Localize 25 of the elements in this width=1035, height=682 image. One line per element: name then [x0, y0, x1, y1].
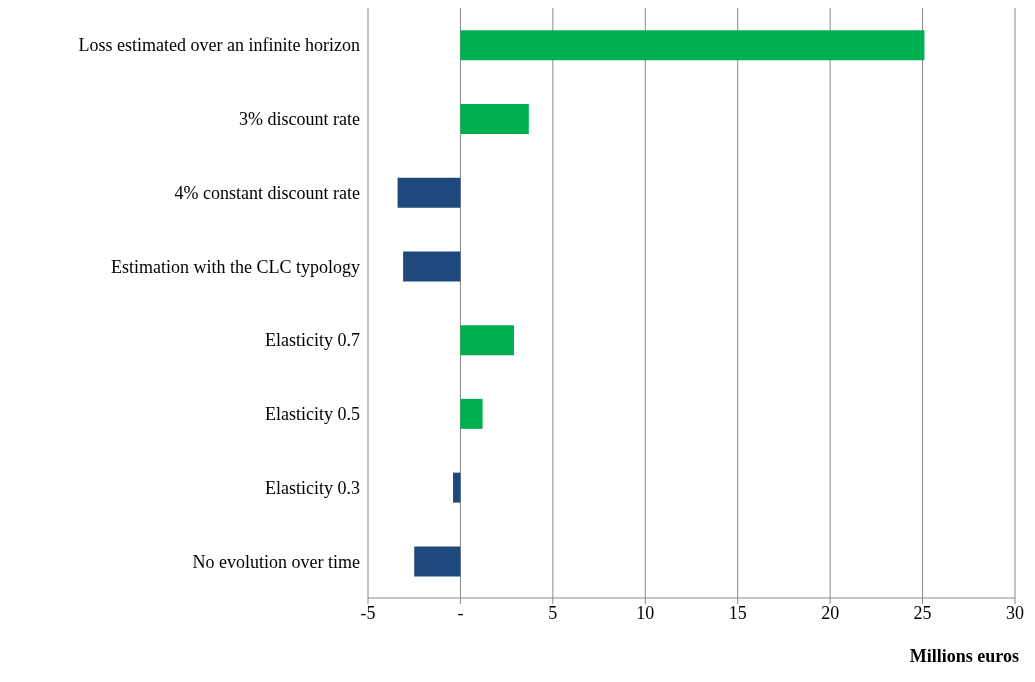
- bar: [403, 251, 461, 282]
- x-tick-label: 20: [821, 602, 840, 623]
- x-axis-title: Millions euros: [909, 646, 1019, 667]
- x-tick-label: 30: [1006, 602, 1024, 623]
- y-tick-label: Loss estimated over an infinite horizon: [78, 35, 360, 56]
- y-tick-label: Elasticity 0.5: [265, 404, 360, 425]
- x-tick-label: -5: [360, 602, 376, 623]
- y-tick-label: No evolution over time: [192, 551, 361, 572]
- y-tick-label: Estimation with the CLC typology: [111, 256, 360, 277]
- bar: [414, 546, 461, 577]
- y-tick-label: 4% constant discount rate: [174, 182, 361, 203]
- x-tick-label: 25: [913, 602, 932, 623]
- bar: [460, 325, 515, 356]
- bar: [397, 177, 461, 208]
- bar: [460, 30, 925, 61]
- x-tick-label: 10: [636, 602, 655, 623]
- y-tick-label: Elasticity 0.7: [265, 330, 360, 351]
- bar: [460, 103, 529, 134]
- x-tick-label: 5: [548, 602, 558, 623]
- bar: [453, 472, 461, 503]
- bar: [460, 398, 483, 429]
- x-tick-label: 15: [728, 602, 747, 623]
- y-tick-label: 3% discount rate: [239, 109, 361, 130]
- x-tick-label: -: [457, 602, 464, 623]
- y-tick-label: Elasticity 0.3: [265, 477, 360, 498]
